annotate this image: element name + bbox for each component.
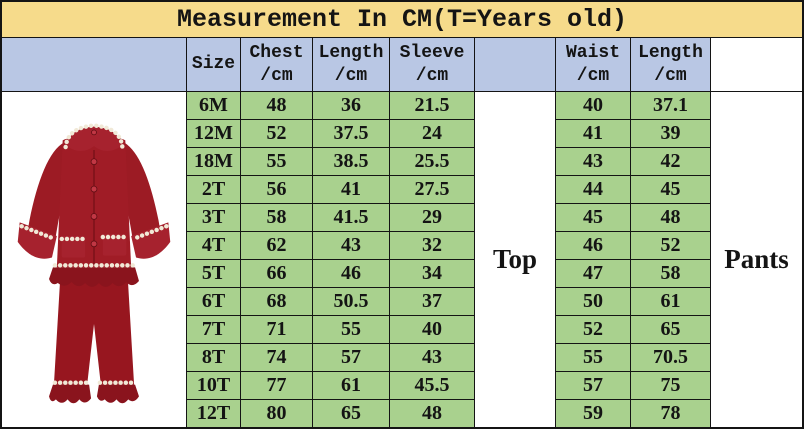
measurement-cell: 45 — [556, 204, 630, 231]
measurement-cell: 42 — [631, 148, 710, 175]
header-pants-length-label: Length — [638, 43, 703, 63]
measurement-cell: 52 — [241, 120, 312, 147]
header-pants-group-blank — [711, 38, 802, 91]
chart-title: Measurement In CM(T=Years old) — [2, 2, 802, 37]
header-waist: Waist /cm — [556, 38, 630, 91]
lace-trim — [19, 123, 169, 385]
header-chest-label: Chest — [249, 43, 304, 63]
measurement-cell: 52 — [631, 232, 710, 259]
header-top-length-label: Length — [318, 43, 384, 63]
measurement-cell: 39 — [631, 120, 710, 147]
measurement-cell: 46 — [556, 232, 630, 259]
measurement-cell: 45 — [631, 176, 710, 203]
measurement-cell: 24 — [390, 120, 474, 147]
measurement-cell: 40 — [556, 92, 630, 119]
measurement-cell: 36 — [313, 92, 389, 119]
measurement-cell: 46 — [313, 260, 389, 287]
measurement-cell: 70.5 — [631, 344, 710, 371]
measurement-cell: 41 — [313, 176, 389, 203]
header-sleeve-unit: /cm — [415, 65, 449, 86]
size-cell: 12M — [187, 120, 240, 147]
measurement-cell: 58 — [241, 204, 312, 231]
measurement-cell: 58 — [631, 260, 710, 287]
measurement-cell: 47 — [556, 260, 630, 287]
measurement-cell: 57 — [556, 372, 630, 399]
header-sleeve-label: Sleeve — [399, 43, 465, 63]
measurement-cell: 37 — [390, 288, 474, 315]
size-cell: 7T — [187, 316, 240, 343]
measurement-cell: 38.5 — [313, 148, 389, 175]
measurement-cell: 55 — [556, 344, 630, 371]
header-waist-label: Waist — [565, 43, 620, 63]
header-chest: Chest /cm — [241, 38, 312, 91]
measurement-cell: 32 — [390, 232, 474, 259]
measurement-cell: 43 — [313, 232, 389, 259]
measurement-cell: 41 — [556, 120, 630, 147]
header-top-length-unit: /cm — [334, 65, 368, 86]
measurement-cell: 45.5 — [390, 372, 474, 399]
measurement-cell: 34 — [390, 260, 474, 287]
size-cell: 4T — [187, 232, 240, 259]
measurement-cell: 37.5 — [313, 120, 389, 147]
buttons — [90, 129, 98, 248]
measurement-cell: 57 — [313, 344, 389, 371]
size-cell: 6T — [187, 288, 240, 315]
size-cell: 2T — [187, 176, 240, 203]
measurement-cell: 55 — [313, 316, 389, 343]
measurement-cell: 78 — [631, 400, 710, 427]
measurement-cell: 48 — [241, 92, 312, 119]
header-image-blank — [2, 38, 186, 91]
measurement-cell: 62 — [241, 232, 312, 259]
group-label-top: Top — [475, 92, 555, 427]
header-top-length: Length /cm — [313, 38, 389, 91]
measurement-cell: 48 — [390, 400, 474, 427]
header-waist-unit: /cm — [576, 65, 610, 86]
measurement-cell: 50 — [556, 288, 630, 315]
measurement-cell: 80 — [241, 400, 312, 427]
measurement-cell: 43 — [556, 148, 630, 175]
measurement-cell: 48 — [631, 204, 710, 231]
product-photo — [2, 92, 186, 427]
measurement-cell: 44 — [556, 176, 630, 203]
measurement-cell: 61 — [313, 372, 389, 399]
header-top-group-blank — [475, 38, 555, 91]
measurement-cell: 74 — [241, 344, 312, 371]
measurement-cell: 61 — [631, 288, 710, 315]
measurement-cell: 25.5 — [390, 148, 474, 175]
measurement-cell: 75 — [631, 372, 710, 399]
measurement-cell: 71 — [241, 316, 312, 343]
size-cell: 3T — [187, 204, 240, 231]
measurement-cell: 52 — [556, 316, 630, 343]
measurement-cell: 66 — [241, 260, 312, 287]
header-pants-length-unit: /cm — [654, 65, 687, 86]
header-pants-length: Length /cm — [631, 38, 710, 91]
measurement-cell: 37.1 — [631, 92, 710, 119]
header-size: Size — [187, 38, 240, 91]
size-cell: 12T — [187, 400, 240, 427]
measurement-cell: 59 — [556, 400, 630, 427]
measurement-cell: 43 — [390, 344, 474, 371]
measurement-cell: 68 — [241, 288, 312, 315]
pajama-illustration — [17, 123, 171, 404]
size-cell: 8T — [187, 344, 240, 371]
size-cell: 6M — [187, 92, 240, 119]
measurement-cell: 41.5 — [313, 204, 389, 231]
measurement-cell: 29 — [390, 204, 474, 231]
measurement-cell: 40 — [390, 316, 474, 343]
size-cell: 10T — [187, 372, 240, 399]
header-chest-unit: /cm — [260, 65, 293, 86]
measurement-cell: 77 — [241, 372, 312, 399]
group-label-pants: Pants — [711, 92, 802, 427]
measurement-cell: 55 — [241, 148, 312, 175]
measurement-cell: 50.5 — [313, 288, 389, 315]
measurement-cell: 56 — [241, 176, 312, 203]
measurement-cell: 27.5 — [390, 176, 474, 203]
measurement-cell: 65 — [631, 316, 710, 343]
measurement-cell: 65 — [313, 400, 389, 427]
size-cell: 5T — [187, 260, 240, 287]
size-cell: 18M — [187, 148, 240, 175]
measurement-cell: 21.5 — [390, 92, 474, 119]
header-sleeve: Sleeve /cm — [390, 38, 474, 91]
